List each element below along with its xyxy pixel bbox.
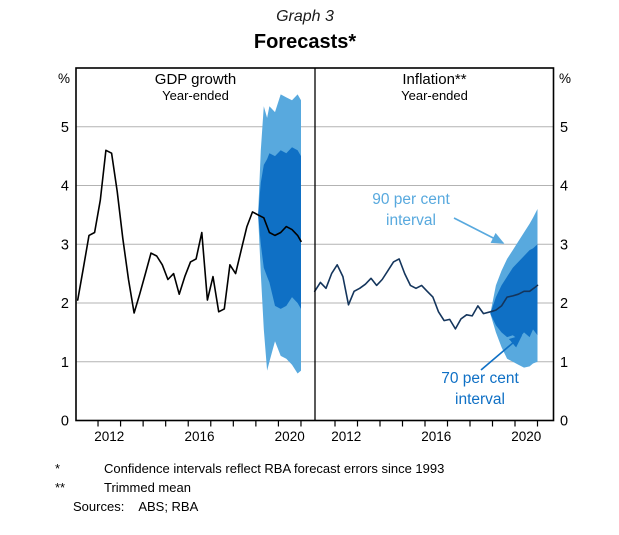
footnote-2-marker: ** [55,480,66,495]
panel-title-inflation: Inflation** [402,71,467,88]
panel-title-gdp: GDP growth [154,71,237,88]
sources-value: ABS; RBA [138,499,199,514]
panel-header-inflation: Inflation** Year-ended [315,72,554,104]
y-tick-label-right: 2 [560,296,568,312]
x-tick-label: 2020 [511,429,541,444]
annotation-70-per-cent-interval: 70 per cent interval [405,368,555,410]
gdp-band-70 [258,147,301,309]
annotation-70-line2: interval [455,391,505,408]
y-tick-label-right: 3 [560,237,568,253]
annotation-70-line1: 70 per cent [441,370,519,387]
y-tick-label-right: 4 [560,179,568,195]
annotation-70-arrow [480,334,523,371]
y-tick-label-right: 0 [560,414,568,430]
inflation-line [313,258,539,330]
y-tick-label-left: 2 [61,296,69,312]
annotation-90-per-cent-interval: 90 per cent interval [336,189,486,231]
inflation-band-70 [490,244,538,340]
x-tick-label: 2012 [331,429,361,444]
x-tick-label: 2016 [421,429,451,444]
sources-label: Sources: [73,499,125,514]
annotation-90-line1: 90 per cent [372,191,450,208]
footnote-2-text: Trimmed mean [104,480,191,495]
y-tick-label-left: 3 [61,237,69,253]
panel-subtitle-gdp: Year-ended [162,88,229,103]
gdp-line [76,149,302,314]
y-tick-label-left: 0 [61,414,69,430]
x-tick-label: 2020 [275,429,305,444]
x-tick-label: 2012 [94,429,124,444]
panel-header-gdp: GDP growth Year-ended [76,72,315,104]
panel-subtitle-inflation: Year-ended [401,88,468,103]
footnote-1-text: Confidence intervals reflect RBA forecas… [104,461,445,476]
percent-label-right: % [559,71,571,86]
y-tick-label-right: 5 [560,120,568,136]
annotation-90-arrow [453,217,505,244]
percent-label-left: % [58,71,70,86]
annotation-90-line2: interval [386,212,436,229]
graph-title: Forecasts* [253,31,357,53]
y-tick-label-right: 1 [560,355,568,371]
y-tick-label-left: 5 [61,120,69,136]
footnote-1-marker: * [55,461,61,476]
y-tick-label-left: 1 [61,355,69,371]
sources-line: Sources: ABS; RBA [73,499,198,514]
x-tick-label: 2016 [184,429,214,444]
graph-number: Graph 3 [276,8,334,25]
y-tick-label-left: 4 [61,179,69,195]
